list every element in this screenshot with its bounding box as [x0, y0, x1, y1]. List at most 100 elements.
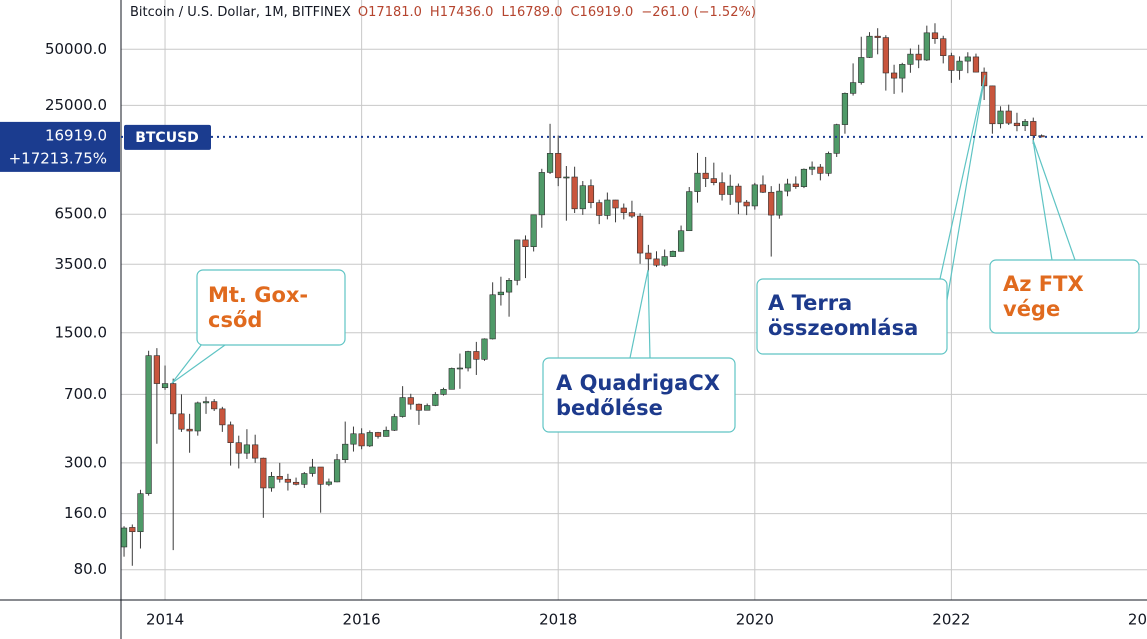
candle-body — [604, 199, 611, 216]
candle-body — [170, 383, 177, 415]
candle-body — [391, 416, 398, 431]
y-tick-label: 50000.0 — [45, 40, 107, 58]
candle-body — [202, 401, 210, 404]
candle-body — [1030, 121, 1037, 136]
y-tick-label: 3500.0 — [55, 255, 108, 273]
price-tag — [0, 121, 120, 172]
candle-body — [923, 32, 930, 61]
candle-body — [415, 403, 423, 411]
candle-body — [620, 207, 627, 213]
candle-body — [284, 478, 292, 483]
candle-body — [538, 172, 545, 216]
candle-body — [1013, 122, 1021, 127]
candle-body — [186, 428, 193, 432]
price-marker: 16919.0 +17213.75% BTCUSD — [0, 121, 1147, 172]
annotation-text: A Terra — [768, 291, 852, 315]
candle-body — [448, 368, 455, 390]
candle-body — [792, 183, 799, 187]
candle-body — [243, 444, 251, 454]
candle-body — [907, 53, 914, 65]
candle-body — [849, 82, 857, 94]
candle-body — [120, 527, 128, 548]
candle-body — [374, 432, 382, 437]
candle-body — [809, 166, 816, 170]
candle-body — [497, 291, 505, 296]
candle-body — [612, 199, 619, 209]
candle-body — [252, 444, 259, 459]
candle-body — [579, 185, 586, 210]
candle-body — [825, 153, 832, 174]
candle-body — [178, 413, 185, 430]
header-title: Bitcoin / U.S. Dollar, 1M, BITFINEX — [130, 5, 351, 20]
candle-body — [636, 215, 644, 254]
candles — [120, 23, 1045, 566]
y-tick-label: 1500.0 — [55, 323, 108, 341]
header: Bitcoin / U.S. Dollar, 1M, BITFINEX O1718… — [130, 5, 756, 20]
candle-body — [211, 401, 218, 410]
candle-body — [587, 185, 595, 203]
x-tick-label: 2020 — [736, 611, 774, 629]
annotation-text: Mt. Gox- — [208, 283, 308, 307]
candle-body — [530, 214, 537, 247]
x-tick-label: 2022 — [932, 611, 970, 629]
candle-body — [972, 56, 980, 73]
callout-box — [756, 278, 948, 355]
callout-pointer — [1032, 139, 1076, 261]
annotation-text: bedőlése — [556, 396, 663, 420]
candle-body — [194, 402, 201, 432]
candle-body — [407, 397, 414, 405]
price-label: 16919.0 — [45, 126, 107, 144]
candle-body — [440, 389, 447, 395]
candle-body — [890, 72, 898, 79]
annotation-text: csőd — [208, 308, 262, 332]
candle-body — [964, 56, 971, 62]
candle-body — [145, 355, 152, 494]
candle-body — [464, 351, 472, 369]
candle-body — [383, 429, 390, 437]
candle-body — [481, 338, 488, 360]
candle-body — [882, 37, 889, 74]
candle-body — [710, 178, 717, 183]
candle-body — [129, 527, 136, 533]
candle-body — [628, 212, 636, 217]
candle-body — [546, 153, 554, 173]
y-tick-label: 6500.0 — [55, 205, 108, 223]
x-tick-label: 2018 — [539, 611, 577, 629]
candle-body — [292, 481, 300, 485]
callout-pointer — [939, 74, 986, 301]
candle-body — [874, 35, 881, 38]
candle-body — [718, 182, 726, 195]
candle-body — [759, 184, 767, 193]
x-tick-label: 2014 — [146, 611, 184, 629]
symbol-label: BTCUSD — [135, 130, 199, 146]
callout-box — [989, 259, 1140, 334]
candle-body — [800, 168, 808, 187]
annotation-text: A QuadrigaCX — [556, 371, 720, 395]
candle-body — [301, 473, 308, 485]
candle-body — [931, 32, 939, 40]
candle-body — [858, 57, 865, 83]
candle-body — [645, 252, 652, 260]
candle-body — [784, 183, 791, 192]
y-tick-label: 160.0 — [64, 504, 107, 522]
candle-body — [776, 190, 783, 216]
annotation-text: vége — [1003, 297, 1060, 321]
candle-body — [997, 110, 1004, 125]
change-label: +17213.75% — [9, 149, 107, 167]
candle-body — [899, 64, 906, 79]
callout-pointer — [171, 339, 226, 384]
candle-body — [915, 53, 922, 61]
ticks: 50000.0 25000.0 6500.0 3500.0 1500.0 700.0 300… — [45, 40, 1147, 629]
x-tick-label: 20 — [1128, 611, 1147, 629]
candle-body — [677, 230, 685, 252]
candle-body — [555, 153, 562, 179]
candle-body — [702, 172, 709, 179]
candle-body — [358, 433, 365, 447]
header-high: H17436.0 — [430, 5, 494, 20]
candle-body — [432, 394, 439, 406]
candle-body — [473, 351, 480, 360]
candle-body — [727, 185, 734, 195]
candle-body — [260, 457, 267, 489]
y-tick-label: 300.0 — [64, 453, 107, 471]
candle-body — [276, 476, 283, 480]
